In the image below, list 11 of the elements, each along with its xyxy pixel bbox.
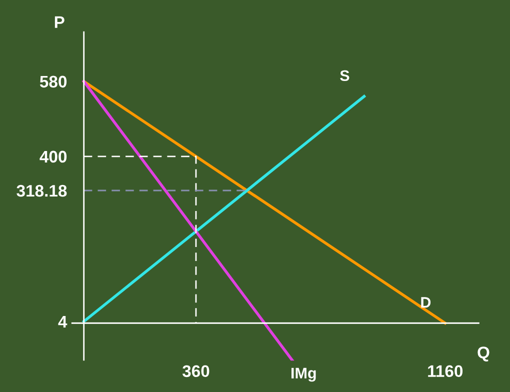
- series-label: D: [421, 297, 431, 308]
- y-axis-title: P: [54, 16, 64, 28]
- series-label: IMg: [292, 368, 316, 382]
- y-tick-label: 318.18: [16, 184, 67, 197]
- y-tick-label: 400: [40, 150, 67, 163]
- series-label: S: [340, 70, 350, 82]
- x-tick-label: 360: [182, 365, 210, 378]
- y-tick-label: 4: [58, 316, 68, 328]
- x-axis-title: Q: [478, 346, 490, 362]
- y-tick-label: 580: [40, 76, 67, 88]
- x-tick-label: 1160: [428, 365, 463, 378]
